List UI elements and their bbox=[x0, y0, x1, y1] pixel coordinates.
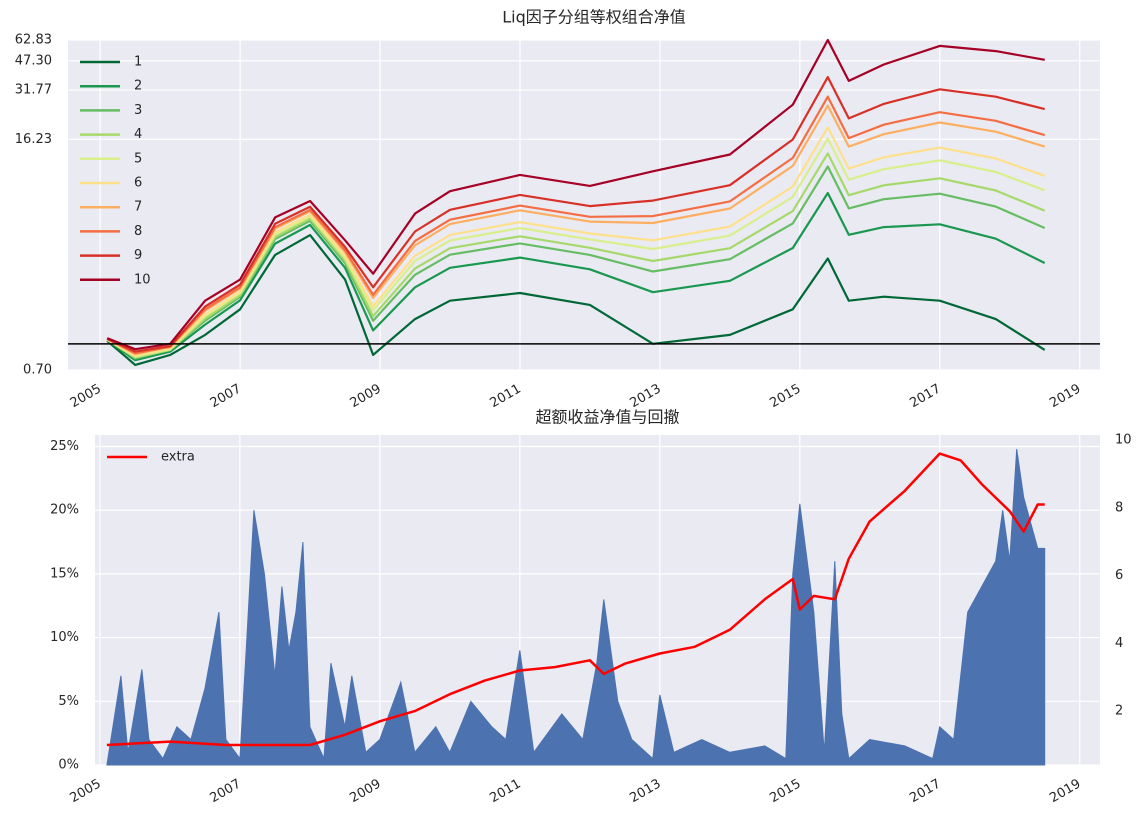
x-tick-label: 2011 bbox=[488, 382, 524, 412]
series-line bbox=[106, 165, 1046, 360]
y-tick-label: 5% bbox=[58, 694, 79, 709]
x-tick-label: 2019 bbox=[1047, 382, 1083, 412]
legend-label: 2 bbox=[134, 79, 142, 94]
x-tick-label: 2017 bbox=[907, 777, 943, 807]
x-tick-label: 2005 bbox=[67, 777, 103, 807]
drawdown-area bbox=[106, 448, 1046, 766]
series-line bbox=[106, 191, 1046, 362]
x-tick-label: 2009 bbox=[347, 777, 383, 807]
legend-label: 6 bbox=[134, 176, 142, 191]
y2-tick-label: 2 bbox=[1115, 704, 1123, 719]
series-line bbox=[106, 152, 1046, 359]
x-tick-label: 2017 bbox=[907, 382, 943, 412]
x-tick-label: 2007 bbox=[208, 382, 244, 412]
y-tick-label: 15% bbox=[50, 566, 79, 581]
x-tick-label: 2005 bbox=[68, 382, 104, 412]
x-tick-label: 2009 bbox=[348, 382, 384, 412]
y-tick-label: 10% bbox=[50, 630, 79, 645]
legend-label: 9 bbox=[134, 248, 142, 263]
series-line bbox=[106, 234, 1046, 366]
y-tick-label: 0.70 bbox=[23, 363, 52, 378]
series-line bbox=[106, 126, 1046, 357]
x-tick-label: 2013 bbox=[627, 777, 663, 807]
x-tick-label: 2011 bbox=[487, 777, 523, 807]
legend-label: 10 bbox=[134, 272, 151, 287]
x-tick-label: 2015 bbox=[767, 382, 803, 412]
legend-label: extra bbox=[161, 450, 195, 465]
y-tick-label: 31.77 bbox=[15, 83, 52, 98]
legend-label: 1 bbox=[134, 55, 142, 70]
x-tick-label: 2015 bbox=[767, 777, 803, 807]
legend-label: 7 bbox=[134, 200, 142, 215]
y2-tick-label: 4 bbox=[1115, 636, 1123, 651]
y-tick-label: 16.23 bbox=[15, 132, 52, 147]
y2-tick-label: 8 bbox=[1115, 500, 1123, 515]
series-line bbox=[106, 452, 1045, 747]
x-tick-label: 2019 bbox=[1047, 777, 1083, 807]
y-tick-label: 25% bbox=[50, 439, 79, 454]
series-line bbox=[106, 38, 1045, 351]
y-tick-label: 20% bbox=[50, 503, 79, 518]
legend-label: 3 bbox=[134, 103, 142, 118]
series-line bbox=[106, 95, 1046, 355]
series-line bbox=[106, 137, 1046, 358]
legend-label: 8 bbox=[134, 224, 142, 239]
legend-label: 5 bbox=[134, 151, 142, 166]
y-tick-label: 47.30 bbox=[15, 53, 52, 68]
y2-tick-label: 6 bbox=[1115, 568, 1123, 583]
chart-title: 超额收益净值与回撤 bbox=[535, 408, 679, 427]
y2-tick-label: 10 bbox=[1115, 433, 1132, 448]
chart-title: Liq因子分组等权组合净值 bbox=[502, 8, 686, 27]
legend-label: 4 bbox=[134, 127, 142, 142]
y-tick-label: 62.83 bbox=[15, 33, 52, 48]
y-tick-label: 0% bbox=[58, 758, 79, 773]
series-line bbox=[106, 76, 1045, 353]
x-tick-label: 2007 bbox=[207, 777, 243, 807]
